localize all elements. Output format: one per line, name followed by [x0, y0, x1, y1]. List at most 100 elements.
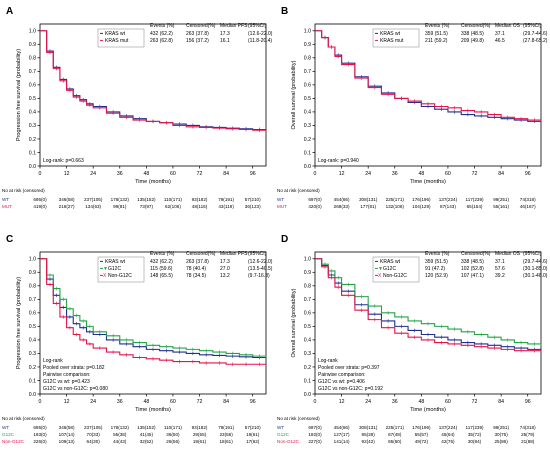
legend-cell: (29.7-44.6)	[523, 31, 548, 37]
legend-header-cell: Events (%)	[150, 251, 175, 257]
legend-header-cell: (95%CI)	[523, 23, 542, 29]
legend-cell: 115 (59.6)	[150, 266, 173, 272]
legend-header-cell: Censored(%)	[461, 251, 491, 257]
legend-cell: 209 (49.8)	[461, 38, 484, 44]
y-tick-label: 0.9	[29, 270, 36, 276]
legend-cell: 338 (48.5)	[461, 31, 484, 37]
at-risk-value: 87(143)	[440, 204, 456, 209]
logrank-annotation: Pooled over strata: p=0.182	[43, 365, 105, 371]
legend-marker: X	[103, 273, 107, 279]
panel-b: B 0.0 0.1 0.2 0.3 0.4 0.5 0.6 0.7 0.8 0.9 1.0 0 12 24 3…	[277, 6, 548, 209]
legend-cell: 156 (37.2)	[186, 38, 209, 44]
x-tick-label: 36	[117, 399, 123, 405]
x-tick-label: 60	[445, 399, 451, 405]
y-tick-label: 0.6	[304, 311, 311, 317]
panel-letter: D	[281, 234, 288, 245]
logrank-annotation: Log-rank: p=0.940	[318, 158, 359, 164]
y-tick-label: 0.7	[29, 69, 36, 75]
x-tick-label: 84	[223, 171, 229, 177]
at-risk-value: 178(132)	[111, 425, 130, 430]
at-risk-value: 55(38)	[113, 432, 127, 437]
x-tick-label: 48	[418, 399, 424, 405]
y-tick-label: 0.0	[304, 392, 311, 398]
at-risk-value: 32(52)	[140, 439, 154, 444]
x-tick-label: 72	[472, 399, 478, 405]
legend-cell: 263 (62.8)	[150, 38, 173, 44]
at-risk-value: 74(318)	[520, 197, 536, 202]
y-tick-label: 0.4	[304, 338, 311, 344]
y-tick-label: 0.0	[29, 164, 36, 170]
y-tick-label: 0.3	[29, 123, 36, 129]
at-risk-row-label: WT	[277, 197, 284, 202]
legend-cell: (29.7-44.6)	[523, 259, 548, 265]
y-tick-label: 1.0	[29, 257, 36, 263]
at-risk-value: 225(171)	[386, 197, 405, 202]
y-tick-label: 0.5	[29, 324, 36, 330]
legend-cell: 359 (51.5)	[425, 259, 448, 265]
at-risk-value: 42(76)	[441, 439, 455, 444]
at-risk-value: 19(61)	[246, 432, 260, 437]
legend-header-cell: Events (%)	[150, 23, 175, 29]
at-risk-value: 57(210)	[245, 425, 261, 430]
at-risk-title: No at risk (censored)	[277, 188, 320, 193]
logrank-annotation: G12C vs non-G12C: p=0.192	[318, 386, 383, 392]
x-tick-label: 60	[445, 171, 451, 177]
panel-letter: B	[281, 6, 288, 17]
at-risk-value: 99(81)	[113, 204, 127, 209]
legend-cell: 16.1	[220, 38, 230, 44]
at-risk-value: 107(14)	[59, 432, 75, 437]
logrank-annotation: G12C vs wt: p=0.423	[43, 379, 90, 385]
at-risk-value: 41(45)	[140, 432, 154, 437]
panel-letter: C	[6, 234, 13, 245]
at-risk-value: 454(66)	[334, 197, 350, 202]
legend-header-cell: (95%CI)	[523, 251, 542, 257]
x-axis-label: Time (months)	[410, 179, 446, 185]
at-risk-value: 346(58)	[59, 197, 75, 202]
at-risk-value: 64(30)	[87, 439, 101, 444]
survival-curve-2	[315, 30, 542, 122]
y-tick-label: 0.1	[29, 378, 36, 384]
legend-header-cell: Median PFS	[220, 251, 248, 257]
legend-cell: (12.6-22.0)	[248, 259, 273, 265]
at-risk-value: 192(0)	[308, 432, 322, 437]
plot-frame	[314, 23, 542, 167]
panel-a: A 0.0 0.1 0.2 0.3 0.4 0.5 0.6 0.7 0.8 0.9 1.0 0 12 24 3…	[2, 6, 273, 209]
x-tick-label: 72	[197, 399, 203, 405]
y-tick-label: 0.8	[29, 284, 36, 290]
legend-box	[97, 256, 145, 283]
at-risk-value: 25(86)	[494, 439, 508, 444]
at-risk-value: 93(182)	[192, 425, 208, 430]
at-risk-row-label: G12C	[277, 432, 290, 437]
legend-cell: 263 (37.8)	[186, 31, 209, 37]
legend-box	[372, 256, 420, 283]
x-tick-label: 0	[314, 171, 317, 177]
legend-header-cell: Median OS	[495, 251, 521, 257]
legend-header-cell: Censored(%)	[186, 251, 216, 257]
legend-series-name: Non-G12C	[108, 273, 132, 279]
legend-series-name: G12C	[383, 266, 396, 272]
panel-letter: A	[6, 6, 13, 17]
logrank-annotation: G12C vs non-G12C: p=0.080	[43, 386, 108, 392]
at-risk-row-label: WT	[277, 425, 284, 430]
legend-cell: (27.8-65.2)	[523, 38, 548, 44]
legend-cell: 107 (47.1)	[461, 273, 484, 279]
legend-cell: 39.2	[495, 273, 505, 279]
at-risk-value: 225(171)	[386, 425, 405, 430]
legend-cell: 432 (62.2)	[150, 259, 173, 265]
at-risk-value: 29(55)	[193, 432, 207, 437]
at-risk-value: 36(123)	[245, 204, 261, 209]
at-risk-value: 193(0)	[33, 432, 47, 437]
at-risk-value: 49(72)	[415, 439, 429, 444]
at-risk-value: 346(58)	[59, 425, 75, 430]
legend-header-cell: Censored(%)	[186, 23, 216, 29]
legend-cell: (30.1-46.0)	[523, 273, 548, 279]
y-tick-label: 0.2	[29, 137, 36, 143]
at-risk-value: 93(182)	[192, 197, 208, 202]
x-tick-label: 24	[365, 171, 371, 177]
at-risk-value: 62(106)	[165, 204, 181, 209]
y-tick-label: 0.7	[304, 69, 311, 75]
legend-series-name: KRAS wt	[380, 31, 401, 37]
y-tick-label: 0.1	[304, 378, 311, 384]
